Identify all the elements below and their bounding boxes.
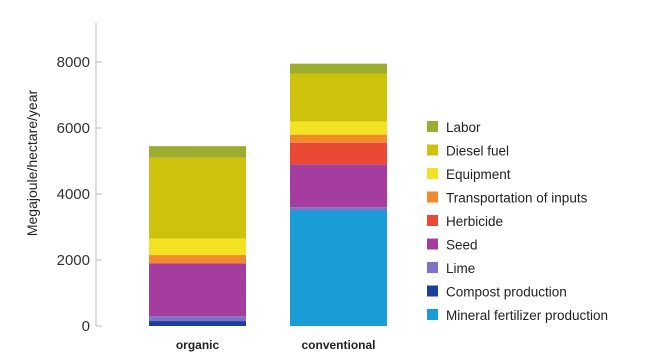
- bar-segment-organic-transportation-of-inputs: [149, 255, 246, 264]
- legend-swatch: [427, 238, 438, 250]
- legend-swatch: [427, 168, 438, 179]
- legend-swatch: [427, 191, 438, 203]
- bar-segment-conventional-herbicide: [290, 142, 387, 165]
- bar-segment-organic-labor: [149, 146, 246, 158]
- y-tick-label: 6000: [57, 120, 90, 137]
- legend-swatch: [427, 309, 438, 320]
- y-tick-label: 0: [82, 318, 90, 335]
- legend-label: Seed: [446, 238, 478, 253]
- legend-swatch: [427, 215, 438, 226]
- x-category-label: organic: [176, 338, 220, 352]
- bar-segment-organic-lime: [149, 316, 246, 322]
- legend-label: Transportation of inputs: [446, 191, 588, 206]
- y-tick-label: 4000: [57, 186, 90, 203]
- bar-segment-conventional-mineral-fertilizer-production: [290, 210, 387, 326]
- bars: [149, 63, 387, 326]
- bar-segment-organic-seed: [149, 263, 246, 317]
- bar-segment-conventional-diesel-fuel: [290, 73, 387, 122]
- legend-label: Lime: [446, 261, 475, 276]
- x-axis-categories: organic conventional: [176, 338, 376, 352]
- legend-swatch: [427, 262, 438, 273]
- bar-segment-organic-diesel-fuel: [149, 157, 246, 239]
- legend-label: Compost production: [446, 285, 567, 300]
- bar-segment-conventional-lime: [290, 207, 387, 211]
- y-tick-label: 8000: [57, 54, 90, 71]
- x-category-label: conventional: [301, 338, 375, 352]
- y-axis-label: Megajoule/hectare/year: [24, 90, 40, 237]
- legend-label: Labor: [446, 120, 481, 135]
- y-tick-label: 2000: [57, 252, 90, 269]
- legend: Labor Diesel fuel Equipment Transportation …: [427, 120, 608, 323]
- bar-segment-conventional-transportation-of-inputs: [290, 134, 387, 143]
- legend-label: Mineral fertilizer production: [446, 308, 608, 323]
- legend-swatch: [427, 144, 438, 156]
- bar-segment-organic-equipment: [149, 238, 246, 256]
- legend-swatch: [427, 121, 438, 132]
- bar-segment-conventional-equipment: [290, 121, 387, 135]
- legend-swatch: [427, 285, 438, 297]
- legend-label: Equipment: [446, 167, 511, 182]
- legend-label: Herbicide: [446, 214, 503, 229]
- legend-label: Diesel fuel: [446, 144, 509, 159]
- bar-segment-conventional-labor: [290, 63, 387, 74]
- bar-segment-organic-compost-production: [149, 321, 246, 326]
- y-axis: 0 2000 4000 6000 8000: [57, 23, 102, 335]
- bar-segment-conventional-seed: [290, 164, 387, 208]
